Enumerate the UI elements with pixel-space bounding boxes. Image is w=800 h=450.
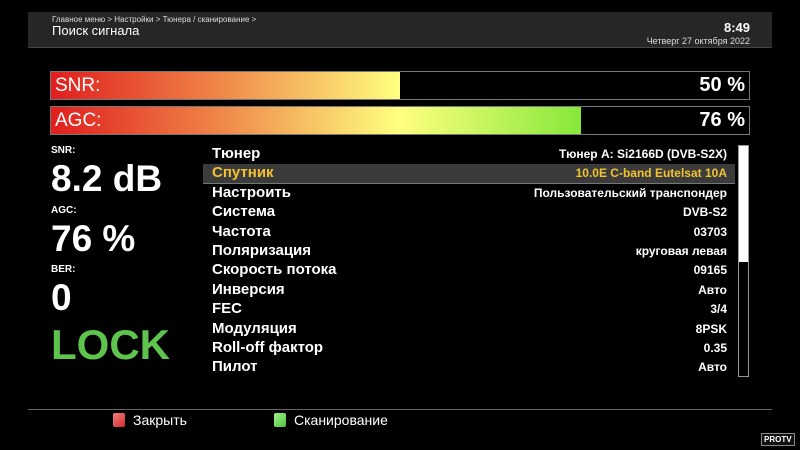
agc-label: AGC: xyxy=(51,205,77,216)
scan-button[interactable]: Сканирование xyxy=(274,412,388,428)
watermark-logo: PROTV xyxy=(761,433,795,446)
clock-time: 8:49 xyxy=(723,20,750,35)
breadcrumb: Главное меню > Настройки > Тюнера / скан… xyxy=(52,15,257,24)
red-key-icon xyxy=(113,413,125,427)
list-item[interactable]: Частота 03703 xyxy=(203,223,735,242)
snr-bar-fill xyxy=(51,72,400,99)
tuner-settings-list: Тюнер Тюнер A: Si2166D (DVB-S2X) Спутник 10… xyxy=(203,145,735,378)
header-bar: Главное меню > Настройки > Тюнера / скан… xyxy=(28,12,772,48)
list-item-value: 03703 xyxy=(693,224,727,239)
list-item-value: 10.0E C-band Eutelsat 10A xyxy=(575,166,727,181)
list-item[interactable]: Инверсия Авто xyxy=(203,281,735,300)
list-item-label: Система xyxy=(212,203,276,221)
list-item-label: Пилот xyxy=(212,358,258,376)
list-item-label: Настроить xyxy=(212,183,291,201)
list-item-label: FEC xyxy=(212,300,242,318)
list-item[interactable]: Система DVB-S2 xyxy=(203,203,735,222)
list-item-label: Скорость потока xyxy=(212,261,337,279)
list-item-value: 09165 xyxy=(693,263,727,278)
list-item[interactable]: FEC 3/4 xyxy=(203,300,735,319)
list-item[interactable]: Модуляция 8PSK xyxy=(203,320,735,339)
list-item-label: Модуляция xyxy=(212,319,297,337)
agc-bar-percent: 76 % xyxy=(699,109,745,131)
footer-divider xyxy=(28,409,772,410)
list-item-label: Инверсия xyxy=(212,280,285,298)
list-item[interactable]: Спутник 10.0E C-band Eutelsat 10A xyxy=(203,164,735,184)
list-item-label: Тюнер xyxy=(212,145,261,162)
agc-value: 76 % xyxy=(51,218,136,259)
agc-bar: AGC: 76 % xyxy=(50,106,750,135)
list-item-label: Поляризация xyxy=(212,241,312,259)
list-item-value: Авто xyxy=(698,282,727,297)
snr-bar-percent: 50 % xyxy=(699,74,745,96)
list-item[interactable]: Поляризация круговая левая xyxy=(203,242,735,261)
list-item-value: круговая левая xyxy=(635,243,727,258)
scrollbar-thumb[interactable] xyxy=(739,146,748,262)
close-label: Закрыть xyxy=(133,412,187,428)
snr-bar-label: SNR: xyxy=(55,75,101,96)
scan-label: Сканирование xyxy=(294,412,388,428)
agc-bar-label: AGC: xyxy=(55,110,102,131)
ber-value: 0 xyxy=(51,277,72,318)
list-item-label: Roll-off фактор xyxy=(212,338,324,356)
agc-bar-fill xyxy=(51,107,582,134)
list-item-value: Пользовательский транспондер xyxy=(533,185,727,200)
list-item-value: Авто xyxy=(698,360,727,375)
lock-status: LOCK xyxy=(51,321,170,368)
list-item-value: DVB-S2 xyxy=(682,205,727,220)
scrollbar[interactable] xyxy=(738,145,749,377)
list-item-value: 8PSK xyxy=(695,321,727,336)
list-item-label: Частота xyxy=(212,222,271,240)
list-item[interactable]: Настроить Пользовательский транспондер xyxy=(203,184,735,203)
snr-label: SNR: xyxy=(51,145,76,156)
green-key-icon xyxy=(274,413,286,427)
list-item[interactable]: Тюнер Тюнер A: Si2166D (DVB-S2X) xyxy=(203,145,735,164)
snr-bar: SNR: 50 % xyxy=(50,71,750,100)
list-item-label: Спутник xyxy=(212,164,274,182)
list-item-value: Тюнер A: Si2166D (DVB-S2X) xyxy=(558,147,727,161)
list-item[interactable]: Пилот Авто xyxy=(203,358,735,377)
page-title: Поиск сигнала xyxy=(52,23,140,38)
close-button[interactable]: Закрыть xyxy=(113,412,187,428)
list-item-value: 0.35 xyxy=(703,340,727,355)
snr-value: 8.2 dB xyxy=(51,158,163,199)
list-item[interactable]: Roll-off фактор 0.35 xyxy=(203,339,735,358)
list-item[interactable]: Скорость потока 09165 xyxy=(203,261,735,280)
clock-date: Четверг 27 октября 2022 xyxy=(646,36,750,46)
ber-label: BER: xyxy=(51,264,76,275)
list-item-value: 3/4 xyxy=(710,302,727,317)
